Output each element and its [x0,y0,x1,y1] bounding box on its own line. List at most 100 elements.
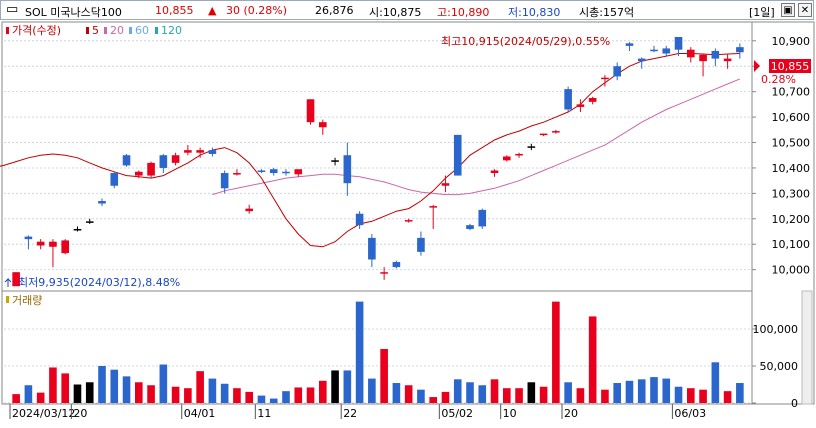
candle-body [625,43,634,46]
change-arrow-icon: ▲ [208,4,217,17]
candle-body [539,133,548,136]
volume-bar [711,362,720,403]
volume-bar [245,391,254,403]
candle-body [49,241,57,247]
volume-bar [613,383,622,403]
volume-bar [380,348,388,403]
candle-body [36,241,45,246]
ma20-line [212,78,741,196]
volume-bar [625,380,634,403]
price-tick-label: 10,100 [772,238,811,251]
volume-bars [12,301,744,403]
volume-bar [527,382,536,403]
current-price-box [769,59,811,73]
price-tick-label: 10,000 [772,264,811,277]
volume-bar [257,395,266,403]
candle-body [343,155,352,184]
volume-bar [220,383,229,403]
volume-bar [282,391,290,403]
candle-body [282,171,290,174]
candle-body [601,77,609,80]
volume-bar [662,378,671,403]
volume-bar [36,392,45,403]
volume-bar [331,370,339,403]
volume-bar [417,389,425,403]
legend-volume-label: 거래량 [12,294,42,307]
volume-bar [539,386,548,403]
date-tick-label: 11 [257,407,271,420]
low-arrow-icon [4,277,12,287]
candle-body [736,47,744,53]
volume-bar [184,388,192,403]
candle-body [588,98,597,102]
legend-ma5-swatch [86,27,89,34]
volume-axis: 100,000 50,000 0 [752,323,798,410]
candle-body [417,237,425,252]
candle-body [171,155,180,163]
candle-body [527,146,536,148]
candle-body [85,221,94,223]
close-icon[interactable]: ✕ [798,3,812,17]
price-tick-label: 10,200 [772,213,811,226]
volume-bar [49,367,57,403]
candle-body [269,169,278,174]
volume-bar [453,379,462,403]
date-tick-label: 06/03 [674,407,706,420]
candle-body [61,240,70,254]
candle-body [208,150,217,154]
chart-frame: 10,90010,80010,70010,60010,50010,40010,3… [0,21,815,420]
candle-body [184,150,192,153]
candle-body [552,131,560,133]
volume-bar [478,385,487,403]
candle-body [294,169,303,175]
volume-bar [159,364,168,403]
candle-body [404,220,413,222]
volume-bar [171,386,180,403]
candle-body [453,134,462,176]
volume-bar [490,379,499,403]
date-tick-label: 20 [564,407,578,420]
volume-bar [736,383,744,403]
candle-body [122,155,131,166]
legend-price-swatch [6,27,9,34]
candle-body [380,272,388,274]
volume-bar [723,391,732,403]
volume-bar [552,301,560,403]
candle-body [662,48,671,54]
volume-scrollbar[interactable] [801,290,813,405]
date-tick-label: 05/02 [441,407,473,420]
candle-body [159,155,168,168]
restore-icon[interactable]: ▣ [781,3,795,17]
volume-bar [196,371,204,403]
window-icon[interactable]: ▭ [6,2,19,17]
candle-body [686,49,695,58]
volume-bar [686,388,695,403]
price-tick-label: 10,300 [772,187,811,200]
volume-bar [355,301,364,403]
volume-tick-label: 100,000 [753,323,799,336]
candle-body [368,237,376,260]
legend-ma5-label: 5 [92,24,99,37]
volume-bar [429,397,438,403]
current-price-label: 10,855 [771,60,810,73]
price-grid [4,40,752,271]
volume-bar [699,389,707,403]
volume-bar [637,379,646,403]
high-annotation: 최고10,915(2024/05/29),0.55% [441,35,610,48]
candle-body [613,66,622,77]
volume-tick-label: 0 [791,397,798,410]
candle-body [233,173,241,175]
candle-body [699,54,707,62]
candle-body [429,206,438,208]
low-price: 저:10,830 [508,6,561,19]
volume-bar [318,380,327,403]
legend-ma60-swatch [129,27,132,34]
date-tick-label: 20 [73,407,87,420]
period-selector[interactable]: [1일] [749,6,775,19]
price-tick-label: 10,400 [772,162,811,175]
candle-body [478,209,487,227]
date-tick-label: 10 [503,407,517,420]
date-tick-label: 22 [343,407,357,420]
legend-ma60-label: 60 [135,24,149,37]
volume-bar [147,385,155,403]
